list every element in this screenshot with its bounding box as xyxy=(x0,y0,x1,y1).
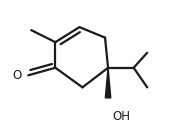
Text: OH: OH xyxy=(113,110,131,123)
Polygon shape xyxy=(105,68,111,98)
Text: O: O xyxy=(12,69,21,82)
